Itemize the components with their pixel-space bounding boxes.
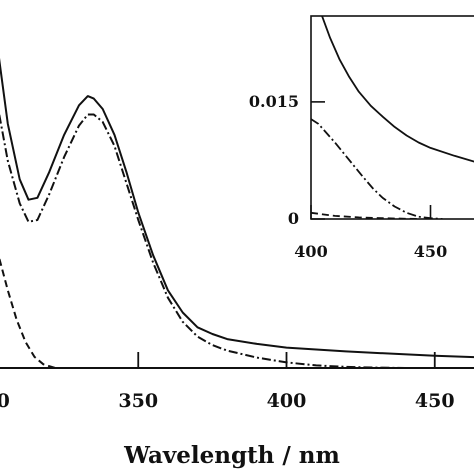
main-series-dash-dot-line bbox=[0, 113, 406, 368]
inset-y-tick-label: 0 bbox=[288, 209, 299, 228]
main-x-tick-label: 350 bbox=[118, 390, 158, 412]
main-series-dashed-line bbox=[0, 257, 56, 368]
inset-series-dash-dot-line bbox=[311, 118, 443, 219]
main-x-tick-label: 300 bbox=[0, 390, 10, 412]
inset-series-solid-line bbox=[321, 16, 474, 163]
inset-x-tick-label: 450 bbox=[414, 242, 447, 261]
main-x-tick-label: 450 bbox=[415, 390, 455, 412]
inset-plot: 40045050000.015 bbox=[249, 15, 474, 261]
inset-y-tick-label: 0.015 bbox=[249, 92, 299, 111]
inset-x-tick-label: 400 bbox=[294, 242, 327, 261]
main-plot: 300350400450500 bbox=[0, 57, 474, 412]
inset-series-dashed-line bbox=[311, 211, 419, 219]
main-series-solid-line bbox=[0, 57, 474, 359]
main-x-tick-label: 400 bbox=[267, 390, 307, 412]
inset-plot-frame bbox=[310, 15, 474, 220]
x-axis-title: Wavelength / nm bbox=[123, 442, 340, 469]
